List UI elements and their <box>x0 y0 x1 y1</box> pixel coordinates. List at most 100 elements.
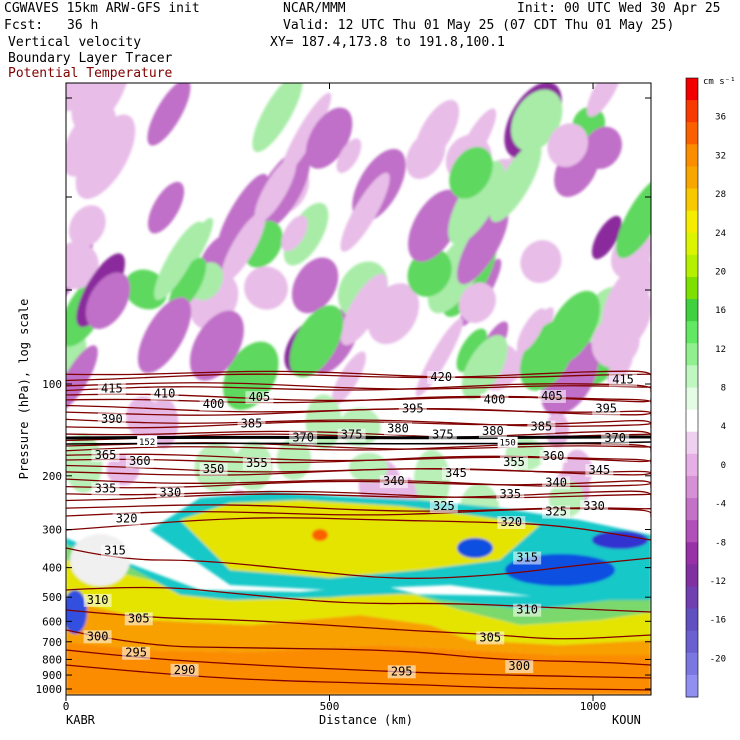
colorbar-label: 32 <box>715 151 726 161</box>
theta-label-bg <box>592 402 621 416</box>
theta-label-bg <box>478 425 507 439</box>
colorbar-label: 0 <box>721 461 726 471</box>
isentrope <box>66 455 651 464</box>
theta-label: 325 <box>433 499 455 513</box>
colorbar-swatch <box>686 409 698 433</box>
theta-label-bg <box>542 476 571 490</box>
y-tick-label: 200 <box>42 470 62 483</box>
forecast-label: Fcst: <box>4 18 44 33</box>
theta-label: 345 <box>445 466 467 480</box>
velocity-cell <box>586 83 622 117</box>
isentrope <box>66 547 651 579</box>
theta-label: 310 <box>516 603 538 617</box>
theta-label-bg <box>91 482 120 496</box>
velocity-cell <box>591 215 622 260</box>
theta-label-bg <box>242 457 271 471</box>
shaded-field-group <box>66 83 651 695</box>
tropopause-label-bg <box>137 435 158 447</box>
colorbar-label: 12 <box>715 345 726 355</box>
isentrope <box>66 443 651 452</box>
colorbar: 36 32 28 24 20 16 12 8 4 0 -4 -8 -12 -16 -20 <box>685 77 726 698</box>
theta-label-bg <box>387 665 416 679</box>
velocity-cell <box>545 290 601 365</box>
theta-label-bg <box>428 428 457 442</box>
theta-label: 395 <box>402 401 424 415</box>
theta-label: 305 <box>479 630 501 644</box>
cross-section-endpoints: XY= 187.4,173.8 to 191.8,100.1 <box>270 35 505 50</box>
tracer-band-orange <box>66 642 651 695</box>
x-tick-label: 1000 <box>580 700 607 713</box>
velocity-cell <box>289 305 344 378</box>
velocity-cell <box>601 258 651 334</box>
theta-label-bg <box>122 646 151 660</box>
velocity-cell <box>281 215 308 252</box>
y-tick-label: 700 <box>42 636 62 649</box>
velocity-cell <box>516 308 547 353</box>
velocity-cell <box>331 351 366 405</box>
velocity-cell <box>244 266 288 310</box>
isentrope <box>66 408 651 416</box>
theta-label: 325 <box>545 505 567 519</box>
theta-label-bg <box>601 432 630 446</box>
theta-label-bg <box>499 455 528 469</box>
colorbar-swatch <box>686 652 698 676</box>
theta-label: 395 <box>595 401 617 415</box>
velocity-cell <box>75 114 136 199</box>
theta-label: 365 <box>95 448 117 462</box>
theta-label-bg <box>609 373 638 387</box>
isentrope <box>66 468 651 476</box>
theta-label: 340 <box>383 474 405 488</box>
velocity-cell <box>456 328 488 373</box>
colorbar-swatch <box>686 166 698 190</box>
theta-label-bg <box>199 462 228 476</box>
theta-label: 380 <box>482 424 504 438</box>
theta-label-bg <box>497 516 526 530</box>
theta-label: 370 <box>604 431 626 445</box>
colorbar-frame <box>685 77 699 698</box>
theta-label-bg <box>150 387 179 401</box>
colorbar-swatch <box>686 232 698 256</box>
theta-label: 420 <box>430 370 452 384</box>
colorbar-swatch <box>686 188 698 212</box>
colorbar-swatch <box>686 498 698 521</box>
y-tick-label: 900 <box>42 669 62 682</box>
right-station-label: KOUN <box>612 713 641 727</box>
isentrope <box>66 418 651 427</box>
colorbar-swatch <box>686 343 698 366</box>
velocity-cell <box>336 138 362 174</box>
velocity-cell <box>147 181 185 234</box>
theta-label-bg <box>580 500 609 514</box>
theta-label: 340 <box>545 475 567 489</box>
colorbar-unit: cm s⁻¹ <box>703 77 736 87</box>
velocity-cell <box>489 142 542 223</box>
theta-contour-labels: 415 410 400 405 420 395 400 405 395 415 390 385 370 3… <box>83 370 638 679</box>
theta-label-bg <box>427 370 456 384</box>
velocity-cell <box>511 89 563 152</box>
plot-frame <box>65 82 652 696</box>
colorbar-swatch <box>686 453 698 477</box>
colorbar-label: -12 <box>710 577 726 587</box>
theta-label: 305 <box>128 611 150 625</box>
theta-label-bg <box>237 417 266 431</box>
colorbar-label: -4 <box>715 500 726 510</box>
velocity-cell <box>591 316 640 368</box>
theta-label-bg <box>199 398 228 412</box>
theta-label-bg <box>480 393 509 407</box>
velocity-cell <box>154 221 204 301</box>
y-tick-label: 800 <box>42 653 62 666</box>
theta-label: 290 <box>174 663 196 677</box>
velocity-cell <box>252 83 303 153</box>
colorbar-swatch <box>686 365 698 388</box>
velocity-cell <box>189 310 244 381</box>
velocity-cell <box>254 157 297 223</box>
tracer-edge-blue <box>66 590 87 634</box>
theta-label-bg <box>513 603 542 617</box>
theta-label-bg <box>429 500 458 514</box>
colorbar-swatch <box>686 321 698 344</box>
forecast-hour: 36 h <box>67 18 99 33</box>
field-title-potential-temperature: Potential Temperature <box>8 66 173 81</box>
theta-label-bg <box>476 631 505 645</box>
colorbar-label: 8 <box>721 384 726 394</box>
colorbar-swatch <box>686 608 698 632</box>
isentrope <box>66 419 651 429</box>
